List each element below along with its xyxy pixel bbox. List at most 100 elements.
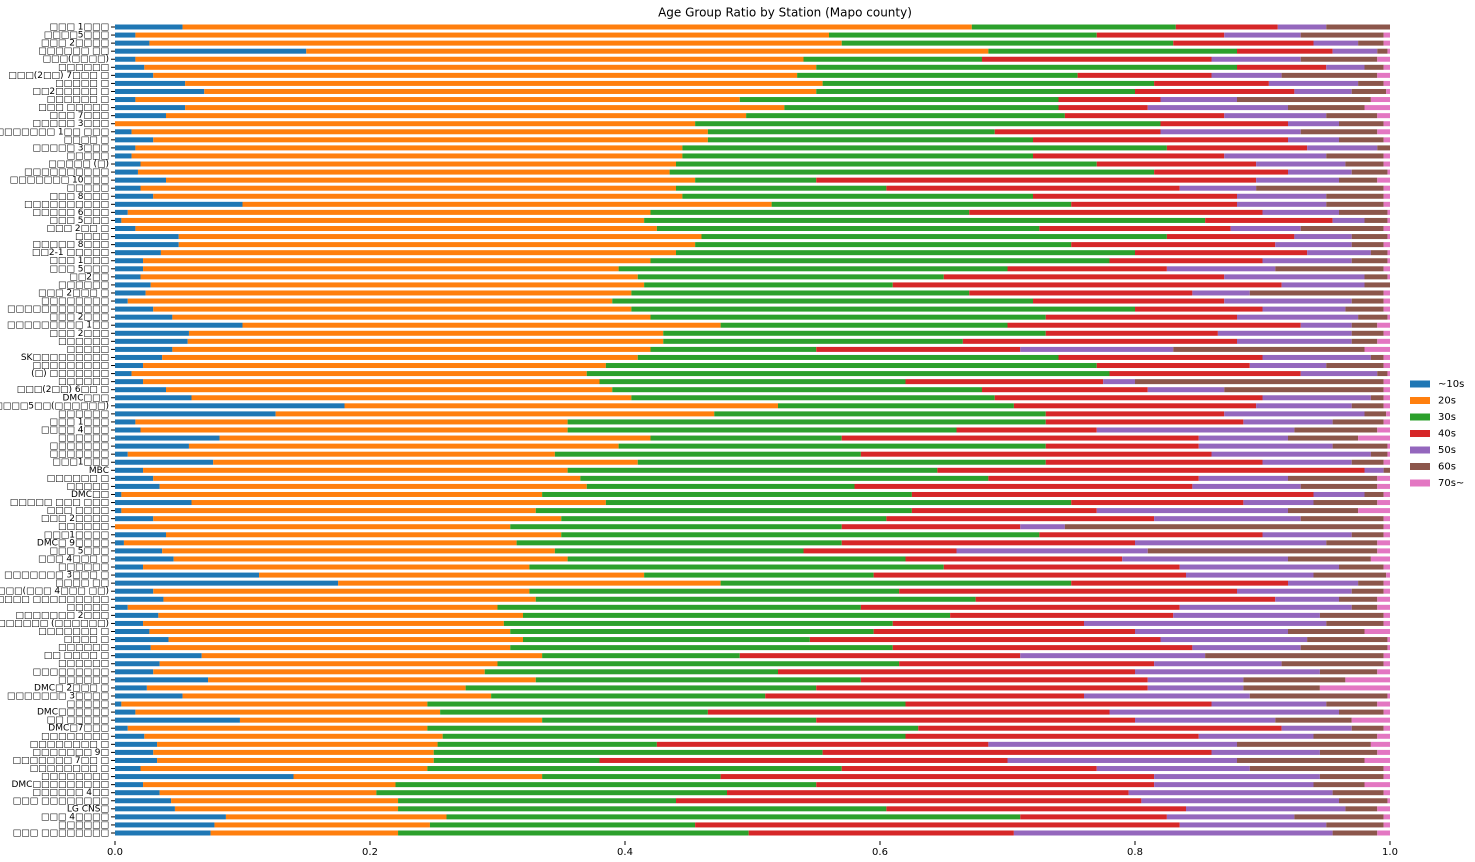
bar-segment bbox=[644, 572, 874, 578]
bar-segment bbox=[1383, 766, 1390, 772]
bar-segment bbox=[994, 129, 1161, 135]
bar-segment bbox=[542, 491, 912, 497]
bar-segment bbox=[1383, 524, 1390, 530]
y-tick-label: □□□□□□□□ bbox=[41, 772, 109, 782]
y-tick-label: □□□□□□ bbox=[58, 659, 109, 669]
bar-segment bbox=[567, 467, 938, 473]
y-tick-label: □□2-1 □□□□□ bbox=[32, 248, 109, 258]
bar-segment bbox=[1064, 524, 1384, 530]
bar-segment bbox=[523, 612, 951, 618]
y-tick-label: □□□□ □ bbox=[64, 635, 109, 645]
bar-segment bbox=[1045, 419, 1244, 425]
bar-segment bbox=[1128, 790, 1333, 796]
y-tick-label: □□□(□□□□) bbox=[42, 55, 109, 65]
bar-segment bbox=[115, 516, 154, 522]
bar-segment bbox=[1377, 113, 1390, 119]
bar-segment bbox=[599, 379, 906, 385]
x-tick-label: 0.8 bbox=[1127, 847, 1143, 858]
y-tick-label: □□□□□□ □□ bbox=[38, 47, 109, 57]
bar-segment bbox=[115, 185, 141, 191]
bar-segment bbox=[1377, 596, 1390, 602]
y-tick-label: DMC□□□□□□ bbox=[37, 708, 109, 718]
bar-segment bbox=[1288, 629, 1365, 634]
bar-segment bbox=[1281, 725, 1352, 731]
bar-segment bbox=[969, 209, 1263, 215]
bar-segment bbox=[1224, 387, 1384, 393]
bar-segment bbox=[131, 371, 587, 377]
bar-segment bbox=[497, 661, 900, 667]
chart-title: Age Group Ratio by Station (Mapo county) bbox=[658, 6, 912, 20]
bar-segment bbox=[669, 169, 1155, 175]
bar-segment bbox=[1364, 346, 1390, 352]
legend-label: 20s bbox=[1438, 396, 1456, 407]
bar-segment bbox=[188, 330, 664, 336]
y-tick-label: DMC□ 9□□□□ bbox=[37, 538, 109, 548]
bar-segment bbox=[1294, 88, 1352, 94]
bar-segment bbox=[905, 701, 1212, 707]
bar-segment bbox=[163, 596, 536, 602]
bar-segment bbox=[631, 395, 995, 401]
bar-segment bbox=[1224, 411, 1365, 417]
bar-segment bbox=[962, 338, 1237, 344]
bar-segment bbox=[797, 72, 1078, 78]
bar-segment bbox=[816, 717, 1135, 723]
bar-segment bbox=[115, 790, 160, 796]
bar-segment bbox=[1383, 467, 1390, 473]
bar-segment bbox=[178, 242, 696, 248]
bar-segment bbox=[1387, 234, 1390, 240]
bar-segment bbox=[1045, 330, 1218, 336]
bar-segment bbox=[1387, 209, 1390, 215]
y-tick-label: □□□□□□ bbox=[58, 409, 109, 419]
bar-segment bbox=[1249, 290, 1384, 296]
bar-segment bbox=[1370, 354, 1384, 360]
bar-segment bbox=[1387, 693, 1390, 699]
bar-segment bbox=[1071, 500, 1244, 506]
bar-segment bbox=[911, 508, 1097, 514]
bar-segment bbox=[1345, 161, 1384, 167]
bar-segment bbox=[1211, 749, 1320, 755]
bar-segment bbox=[1045, 411, 1225, 417]
bar-segment bbox=[1377, 72, 1390, 78]
y-tick-label: □□□□□ 3□□□ bbox=[32, 143, 109, 153]
y-tick-label: □□□□□□□ 10□□□ bbox=[10, 176, 109, 186]
bar-segment bbox=[1186, 806, 1346, 812]
bar-segment bbox=[1288, 105, 1365, 111]
y-tick-label: □□□□□ bbox=[66, 603, 109, 613]
bar-segment bbox=[150, 282, 645, 288]
bar-segment bbox=[115, 363, 144, 369]
bar-segment bbox=[1243, 677, 1346, 683]
bar-segment bbox=[1300, 129, 1378, 135]
bar-segment bbox=[153, 475, 581, 481]
bar-segment bbox=[1383, 459, 1390, 465]
bar-segment bbox=[1237, 97, 1371, 103]
bar-segment bbox=[185, 80, 823, 86]
bar-segment bbox=[1383, 363, 1390, 369]
bar-segment bbox=[971, 24, 1176, 30]
bar-segment bbox=[841, 40, 1174, 46]
bar-segment bbox=[162, 548, 555, 554]
bar-segment bbox=[172, 346, 651, 352]
y-tick-label: □□□ 1□□□ bbox=[49, 23, 109, 33]
bar-segment bbox=[1198, 443, 1333, 449]
bar-segment bbox=[829, 32, 1097, 38]
bar-segment bbox=[115, 379, 144, 385]
bar-segment bbox=[115, 314, 173, 320]
bar-segment bbox=[637, 354, 1059, 360]
bar-segment bbox=[153, 516, 562, 522]
y-tick-label: □□□ 4□□□ □ bbox=[38, 554, 109, 564]
bar-segment bbox=[1230, 226, 1301, 231]
bar-segment bbox=[1351, 88, 1387, 94]
bar-segment bbox=[707, 709, 1110, 715]
bar-segment bbox=[242, 201, 772, 207]
bar-segment bbox=[115, 701, 122, 707]
bar-segment bbox=[1294, 814, 1384, 820]
bar-segment bbox=[746, 113, 1065, 119]
bar-segment bbox=[213, 459, 638, 465]
y-tick-label: □□□□□ bbox=[66, 184, 109, 194]
bar-segment bbox=[115, 814, 226, 820]
bar-segment bbox=[143, 258, 651, 264]
bar-segment bbox=[510, 629, 874, 634]
y-tick-label: □□□□□□ bbox=[58, 643, 109, 653]
bar-segment bbox=[841, 524, 1021, 530]
y-tick-label: □□□□□□□□ bbox=[41, 297, 109, 307]
